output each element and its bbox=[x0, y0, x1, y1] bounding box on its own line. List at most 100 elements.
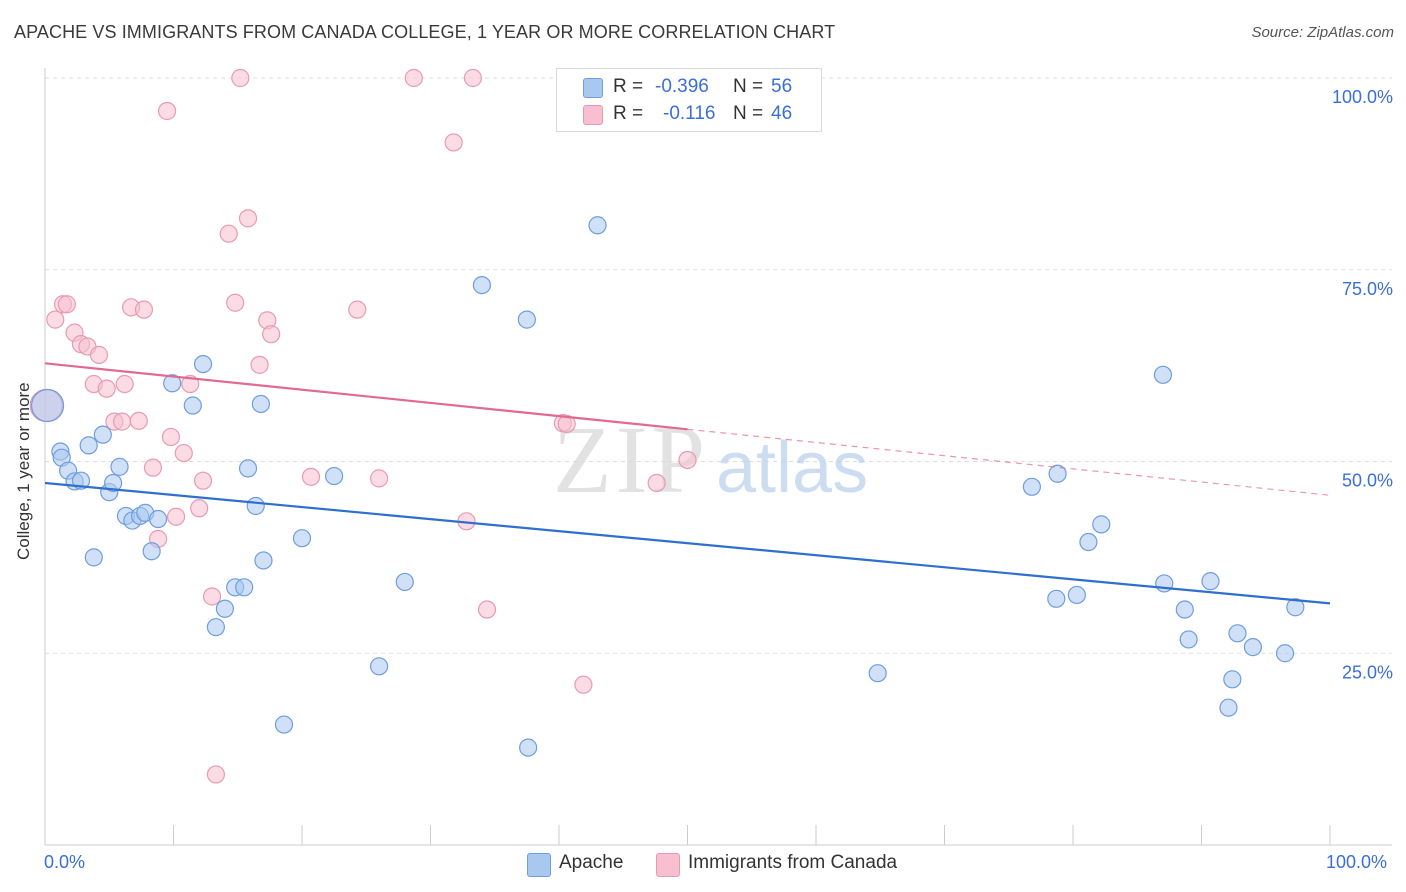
watermark-atlas: atlas bbox=[716, 428, 868, 508]
canada-point bbox=[370, 469, 389, 488]
apache-point bbox=[215, 599, 234, 618]
r-label: R = bbox=[613, 103, 644, 124]
apache-point bbox=[1286, 598, 1305, 617]
apache-point bbox=[104, 473, 123, 493]
series-legend: Apache Immigrants from Canada bbox=[0, 850, 1406, 880]
canada-point bbox=[202, 587, 222, 606]
canada-point bbox=[477, 600, 497, 619]
canada-point bbox=[647, 473, 666, 493]
canada-point bbox=[89, 345, 109, 364]
apache-point bbox=[246, 496, 265, 516]
canada-point bbox=[115, 374, 134, 394]
canada-point bbox=[143, 458, 163, 477]
apache-point bbox=[148, 509, 168, 529]
y-tick-label: 50.0% bbox=[1342, 471, 1393, 491]
canada-legend-swatch bbox=[656, 853, 680, 877]
y-tick-label: 25.0% bbox=[1342, 662, 1393, 682]
apache-point bbox=[588, 216, 607, 235]
apache-point bbox=[238, 459, 258, 478]
canada-point bbox=[463, 68, 483, 88]
canada-point bbox=[404, 68, 423, 88]
apache-point bbox=[1092, 515, 1111, 534]
canada-point bbox=[112, 412, 132, 431]
apache-point bbox=[1223, 670, 1242, 689]
apache-legend-label: Apache bbox=[559, 852, 624, 873]
apache-point bbox=[183, 396, 202, 415]
canada-point bbox=[174, 443, 193, 463]
n-label: N = bbox=[733, 76, 764, 97]
canada-trend-line bbox=[44, 362, 688, 431]
canada-point bbox=[301, 467, 321, 486]
canada-point bbox=[193, 471, 213, 490]
canada-point bbox=[129, 411, 148, 430]
canada-point bbox=[219, 224, 238, 243]
apache-point bbox=[251, 394, 270, 414]
canada-point bbox=[250, 355, 269, 374]
apache-trend-line bbox=[44, 481, 1331, 605]
apache-point bbox=[206, 618, 226, 637]
apache-point bbox=[292, 529, 312, 548]
y-tick-label: 75.0% bbox=[1342, 279, 1393, 299]
r-label: R = bbox=[613, 76, 644, 97]
canada-trend-line-extrapolated bbox=[687, 428, 1331, 496]
apache-swatch bbox=[583, 78, 603, 98]
apache-point bbox=[110, 457, 129, 476]
apache-point bbox=[30, 388, 65, 423]
x-tick-label-min: 0.0% bbox=[44, 852, 86, 872]
apache-point bbox=[163, 374, 182, 393]
canada-swatch bbox=[583, 105, 603, 125]
apache-point bbox=[1048, 464, 1067, 483]
axes bbox=[44, 68, 1392, 846]
apache-point bbox=[1179, 630, 1198, 649]
canada-point bbox=[238, 209, 258, 228]
canada-point bbox=[678, 450, 697, 470]
chart-title: APACHE VS IMMIGRANTS FROM CANADA COLLEGE… bbox=[14, 22, 836, 42]
canada-point bbox=[226, 293, 245, 312]
apache-point bbox=[868, 664, 887, 683]
y-tick-label: 100.0% bbox=[1332, 87, 1393, 107]
canada-point bbox=[161, 427, 181, 447]
apache-point bbox=[1228, 624, 1247, 643]
apache-point bbox=[84, 548, 103, 567]
apache-point bbox=[1067, 585, 1086, 605]
n-label: N = bbox=[733, 103, 764, 124]
x-tick-label-max: 100.0% bbox=[1326, 852, 1388, 872]
apache-point bbox=[1047, 589, 1066, 608]
apache-point bbox=[395, 572, 414, 592]
apache-point bbox=[193, 354, 213, 374]
apache-point bbox=[79, 436, 98, 455]
apache-n-value: 56 bbox=[771, 76, 793, 97]
canada-point bbox=[190, 499, 209, 518]
canada-point bbox=[206, 765, 226, 784]
y-tick-labels: 100.0% 75.0% 50.0% 25.0% bbox=[1332, 87, 1393, 682]
canada-point bbox=[444, 133, 463, 152]
apache-point bbox=[370, 657, 389, 676]
canada-point bbox=[46, 310, 65, 329]
correlation-legend: R = -0.396 N = 56 R = -0.116 N = 46 bbox=[556, 68, 822, 132]
apache-point bbox=[1219, 698, 1238, 717]
apache-point bbox=[1079, 532, 1098, 552]
canada-point bbox=[231, 68, 250, 88]
apache-point bbox=[274, 715, 294, 734]
canada-point bbox=[557, 414, 576, 434]
canada-r-value: -0.116 bbox=[663, 103, 716, 124]
canada-point bbox=[157, 101, 177, 121]
apache-point bbox=[472, 275, 491, 295]
apache-point bbox=[517, 310, 536, 329]
apache-point bbox=[1275, 644, 1295, 663]
canada-legend-label: Immigrants from Canada bbox=[688, 852, 898, 873]
apache-point bbox=[1175, 600, 1194, 619]
gridlines bbox=[45, 77, 1392, 654]
canada-point bbox=[181, 374, 200, 394]
canada-point bbox=[134, 300, 154, 319]
canada-point bbox=[97, 379, 116, 398]
apache-point bbox=[235, 578, 254, 597]
apache-point bbox=[519, 738, 538, 757]
apache-point bbox=[1243, 638, 1263, 657]
apache-point bbox=[93, 425, 112, 444]
apache-point bbox=[325, 466, 344, 486]
trend-lines bbox=[44, 362, 1331, 605]
apache-point bbox=[254, 551, 273, 570]
canada-point bbox=[166, 507, 186, 526]
